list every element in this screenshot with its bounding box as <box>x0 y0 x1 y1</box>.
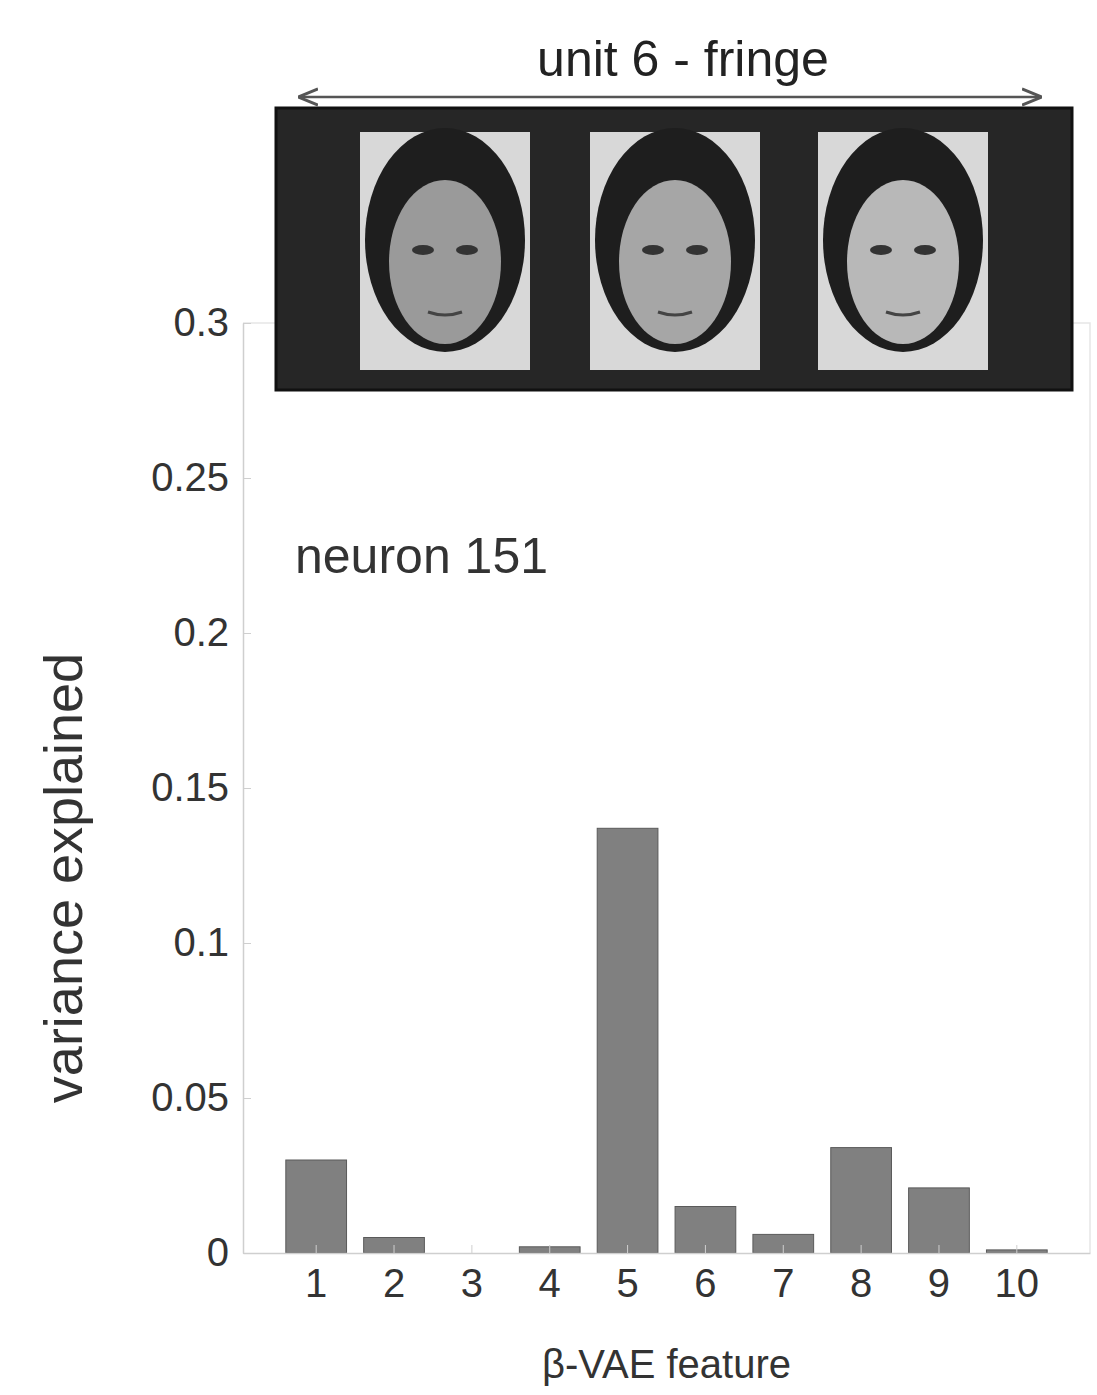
y-axis-title: variance explained <box>33 653 93 1103</box>
y-tick: 0.2 <box>173 610 251 654</box>
x-tick: 2 <box>383 1245 405 1305</box>
hair <box>595 128 755 352</box>
x-tick-mark <box>549 1245 550 1253</box>
x-tick-mark <box>705 1245 706 1253</box>
y-tick-mark <box>243 943 251 944</box>
y-tick-mark <box>243 478 251 479</box>
eye <box>870 245 892 255</box>
mouth <box>886 312 920 315</box>
eye <box>642 245 664 255</box>
x-tick-mark <box>627 1245 628 1253</box>
y-tick-mark <box>243 1098 251 1099</box>
x-tick-mark <box>394 1245 395 1253</box>
y-tick: 0.3 <box>173 300 251 344</box>
x-tick: 9 <box>928 1245 950 1305</box>
eye <box>686 245 708 255</box>
annotation: neuron 151 <box>295 528 548 584</box>
bar <box>909 1188 970 1253</box>
face <box>847 180 959 344</box>
bars <box>286 828 1047 1253</box>
face-image <box>818 128 988 370</box>
x-tick-label: 5 <box>616 1261 638 1305</box>
title: unit 6 - fringe <box>537 31 829 87</box>
face-image <box>590 128 760 370</box>
y-tick: 0.1 <box>173 920 251 964</box>
y-tick: 0 <box>207 1230 251 1274</box>
eye <box>412 245 434 255</box>
bar <box>597 828 658 1253</box>
y-tick: 0.15 <box>151 765 251 809</box>
x-tick: 6 <box>694 1245 716 1305</box>
x-tick: 8 <box>850 1245 872 1305</box>
y-tick: 0.25 <box>151 455 251 499</box>
eye <box>456 245 478 255</box>
x-tick-mark <box>1016 1245 1017 1253</box>
image-panel <box>276 108 1072 390</box>
x-tick-label: 7 <box>772 1261 794 1305</box>
x-tick-label: 1 <box>305 1261 327 1305</box>
mouth <box>428 312 462 315</box>
y-tick-mark <box>243 788 251 789</box>
x-tick: 3 <box>461 1245 483 1305</box>
hair <box>365 128 525 352</box>
mouth <box>658 312 692 315</box>
y-axis: 0 0.05 0.1 0.15 0.2 0.25 0.3 <box>151 300 251 1274</box>
x-tick-label: 6 <box>694 1261 716 1305</box>
y-tick-label: 0.25 <box>151 455 229 499</box>
bar <box>364 1238 425 1254</box>
y-tick-mark <box>243 323 251 324</box>
y-tick-label: 0.2 <box>173 610 229 654</box>
x-tick-mark <box>316 1245 317 1253</box>
x-axis-title: β-VAE feature <box>542 1342 791 1386</box>
x-tick: 5 <box>616 1245 638 1305</box>
x-tick: 1 <box>305 1245 327 1305</box>
eye <box>914 245 936 255</box>
bar <box>286 1160 347 1253</box>
plot-frame <box>243 323 1090 1253</box>
x-axis-line <box>244 1253 1091 1255</box>
face <box>619 180 731 344</box>
y-tick-label: 0.3 <box>173 300 229 344</box>
x-axis: 1 2 3 4 5 6 7 8 9 10 <box>244 1245 1091 1305</box>
arrow <box>300 96 1040 99</box>
y-tick-mark <box>243 633 251 634</box>
x-tick-mark <box>938 1245 939 1253</box>
x-tick-label: 10 <box>995 1261 1040 1305</box>
x-tick-label: 4 <box>539 1261 561 1305</box>
y-tick: 0.05 <box>151 1075 251 1119</box>
x-tick-mark <box>471 1245 472 1253</box>
face-image <box>360 128 530 370</box>
face <box>389 180 501 344</box>
y-tick-label: 0 <box>207 1230 229 1274</box>
bar <box>753 1234 814 1253</box>
x-tick-label: 2 <box>383 1261 405 1305</box>
image-strip <box>276 108 1072 390</box>
x-tick-label: 9 <box>928 1261 950 1305</box>
hair <box>823 128 983 352</box>
x-tick-mark <box>861 1245 862 1253</box>
y-tick-label: 0.15 <box>151 765 229 809</box>
x-tick: 4 <box>539 1245 561 1305</box>
x-tick-mark <box>783 1245 784 1253</box>
x-tick-label: 3 <box>461 1261 483 1305</box>
x-tick: 7 <box>772 1245 794 1305</box>
bar <box>831 1148 892 1253</box>
x-tick-label: 8 <box>850 1261 872 1305</box>
x-tick: 10 <box>995 1245 1040 1305</box>
y-tick-label: 0.05 <box>151 1075 229 1119</box>
bar <box>675 1207 736 1254</box>
chart: 0 0.05 0.1 0.15 0.2 0.25 0.3 1 2 3 4 5 6 7 8 9 10 β-VAE f… <box>0 0 1097 1395</box>
y-tick-label: 0.1 <box>173 920 229 964</box>
